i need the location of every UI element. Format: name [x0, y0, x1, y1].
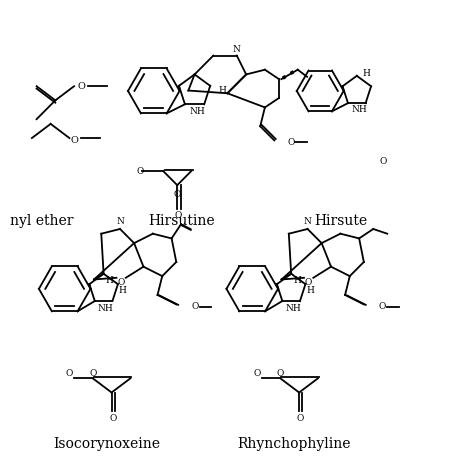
Text: O: O	[77, 82, 85, 91]
Text: Hirsutine: Hirsutine	[149, 213, 215, 228]
Text: H: H	[306, 286, 314, 295]
Text: O: O	[277, 369, 284, 378]
Text: O: O	[109, 414, 117, 423]
Text: N: N	[233, 46, 241, 55]
Text: O: O	[173, 190, 181, 199]
Text: Hirsute: Hirsute	[315, 213, 368, 228]
Text: Isocorynoxeine: Isocorynoxeine	[54, 438, 160, 451]
Text: O: O	[297, 414, 304, 423]
Text: H: H	[293, 276, 301, 285]
Text: H: H	[105, 276, 113, 285]
Text: O: O	[136, 166, 144, 175]
Text: O: O	[379, 302, 386, 311]
Text: O: O	[380, 157, 387, 166]
Text: O: O	[191, 302, 199, 311]
Text: O: O	[89, 369, 97, 378]
Text: O: O	[70, 136, 78, 145]
Text: O: O	[253, 369, 261, 378]
Text: N: N	[304, 218, 311, 227]
Text: NH: NH	[189, 107, 205, 116]
Text: O: O	[305, 278, 312, 287]
Text: NH: NH	[98, 304, 113, 312]
Text: nyl ether: nyl ether	[9, 213, 73, 228]
Text: N: N	[116, 218, 124, 227]
Text: NH: NH	[352, 105, 367, 114]
Text: O: O	[287, 138, 294, 147]
Text: H: H	[362, 69, 370, 78]
Text: Rhynchophyline: Rhynchophyline	[237, 438, 351, 451]
Text: O: O	[118, 278, 125, 287]
Text: H: H	[118, 286, 127, 295]
Text: H: H	[218, 86, 226, 95]
Text: O: O	[175, 211, 182, 220]
Text: O: O	[66, 369, 73, 378]
Text: NH: NH	[285, 304, 301, 312]
